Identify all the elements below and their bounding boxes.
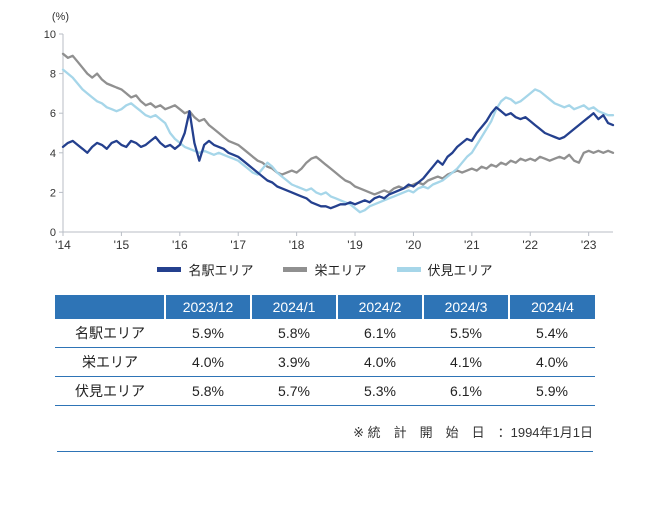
legend-item-meieki: 名駅エリア [157,260,253,279]
table-cell: 5.4% [509,319,595,348]
svg-text:'15: '15 [114,238,130,252]
table-header-row: 2023/12 2024/1 2024/2 2024/3 2024/4 [55,295,595,319]
table-cell: 5.3% [337,376,423,406]
table-header-2023-12: 2023/12 [164,295,251,319]
table-header-2024-2: 2024/2 [336,295,423,319]
row-label: 名駅エリア [55,319,165,348]
svg-text:2: 2 [50,187,56,199]
svg-text:'21: '21 [464,238,480,252]
chart-legend: 名駅エリア 栄エリア 伏見エリア [25,260,625,279]
row-label: 伏見エリア [55,376,165,406]
table-row-meieki: 名駅エリア 5.9% 5.8% 6.1% 5.5% 5.4% [55,319,595,348]
svg-text:'16: '16 [172,238,188,252]
table-cell: 4.1% [423,347,509,377]
table-row-sakae: 栄エリア 4.0% 3.9% 4.0% 4.1% 4.0% [55,347,595,377]
table-cell: 3.9% [251,347,337,377]
legend-label-sakae: 栄エリア [314,263,367,278]
table-cell: 5.9% [165,319,251,348]
meieki-line-swatch [157,267,182,272]
table-cell: 5.5% [423,319,509,348]
svg-text:8: 8 [50,69,56,81]
sakae-line-swatch [283,267,308,272]
row-label: 栄エリア [55,347,165,377]
svg-text:'22: '22 [522,238,538,252]
svg-text:'23: '23 [581,238,597,252]
vacancy-rate-chart: (%) 0 2 4 6 8 10 '14 '15 '16 '17 '18 '19 '20 '21 '22 '23… [25,8,625,279]
svg-text:'18: '18 [289,238,305,252]
table-header-blank [55,295,165,319]
legend-item-fushimi: 伏見エリア [396,260,493,279]
svg-text:4: 4 [50,148,56,160]
svg-text:6: 6 [50,108,56,120]
table-cell: 5.7% [251,376,337,406]
svg-text:'17: '17 [230,238,246,252]
table-cell: 5.8% [165,376,251,406]
vacancy-table: 2023/12 2024/1 2024/2 2024/3 2024/4 名駅エリ… [55,295,595,406]
table-cell: 4.0% [509,347,595,377]
stats-start-note: ※ 統 計 開 始 日 ：1994年1月1日 [353,425,593,440]
table-cell: 4.0% [165,347,251,377]
table-header-2024-1: 2024/1 [250,295,337,319]
svg-text:'19: '19 [347,238,363,252]
table-cell: 6.1% [423,376,509,406]
svg-text:'20: '20 [406,238,422,252]
table-row-fushimi: 伏見エリア 5.8% 5.7% 5.3% 6.1% 5.9% [55,376,595,406]
note-container: ※ 統 計 開 始 日 ：1994年1月1日 [57,422,593,452]
fushimi-line-swatch [396,267,421,272]
table-cell: 5.8% [251,319,337,348]
svg-text:10: 10 [44,29,56,41]
table-cell: 6.1% [337,319,423,348]
legend-item-sakae: 栄エリア [283,260,367,279]
svg-text:0: 0 [50,227,56,239]
table-header-2024-3: 2024/3 [422,295,509,319]
table-cell: 4.0% [337,347,423,377]
svg-text:'14: '14 [55,238,71,252]
legend-label-meieki: 名駅エリア [188,263,254,278]
table-header-2024-4: 2024/4 [508,295,595,319]
chart-svg: (%) 0 2 4 6 8 10 '14 '15 '16 '17 '18 '19 '20 '21 '22 '23 [44,11,615,252]
svg-text:(%): (%) [52,11,69,23]
table-cell: 5.9% [509,376,595,406]
legend-label-fushimi: 伏見エリア [427,263,493,278]
